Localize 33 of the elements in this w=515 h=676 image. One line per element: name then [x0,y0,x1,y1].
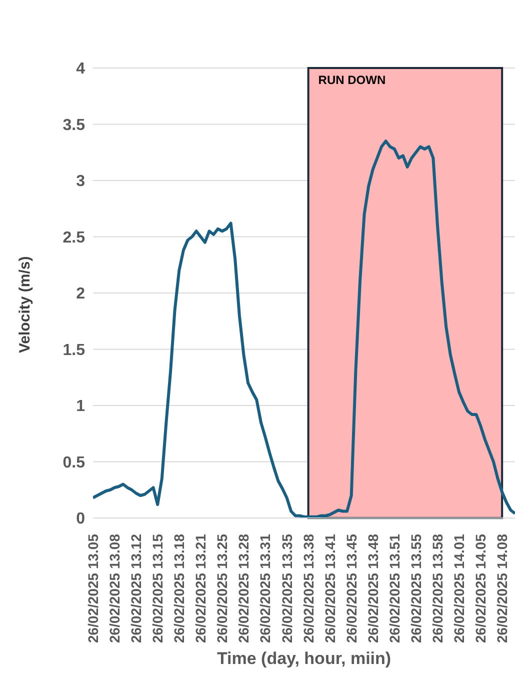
x-tick-label: 26/02/2025 13.48 [364,534,381,643]
y-tick-label: 2 [76,286,86,303]
x-tick-label: 26/02/2025 13.31 [257,534,274,643]
x-tick-label: 26/02/2025 13.51 [386,534,402,643]
y-tick-label: 3 [76,173,86,190]
x-tick-label: 26/02/2025 13.45 [343,534,360,643]
line-series [93,140,515,518]
x-tick-label: 26/02/2025 13.25 [214,534,230,643]
y-tick-label: 1 [76,398,86,416]
x-tick-label: 26/02/2025 13.18 [171,534,188,643]
x-tick-label: 26/02/2025 14.05 [472,534,489,643]
y-tick-label: 2.5 [62,229,86,246]
x-tick-label: 26/02/2025 13.38 [300,534,316,643]
y-tick-label: 3.5 [62,116,86,134]
band-label: RUN DOWN [318,73,386,87]
y-tick-label: 1.5 [62,342,86,359]
y-axis-title: Velocity (m/s) [16,256,34,353]
y-tick-label: 0 [76,510,86,528]
x-tick-label: 26/02/2025 13.15 [150,534,166,643]
x-tick-label: 26/02/2025 13.58 [429,534,446,643]
x-tick-label: 26/02/2025 13.55 [408,534,424,643]
x-tick-label: 26/02/2025 14.01 [451,534,468,643]
x-tick-label: 26/02/2025 13.35 [278,534,295,643]
x-tick-label: 26/02/2025 13.08 [106,534,123,643]
x-tick-label: 26/02/2025 13.05 [85,534,101,643]
x-axis-title: Time (day, hour, miin) [216,649,392,668]
y-tick-label: 0.5 [62,454,86,472]
x-tick-label: 26/02/2025 14.08 [494,534,510,643]
x-tick-label: 26/02/2025 13.21 [192,534,209,643]
x-tick-label: 26/02/2025 13.41 [322,534,338,643]
y-tick-label: 4 [76,60,86,78]
x-tick-label: 26/02/2025 13.12 [128,534,144,643]
x-tick-label: 26/02/2025 13.28 [236,534,252,643]
